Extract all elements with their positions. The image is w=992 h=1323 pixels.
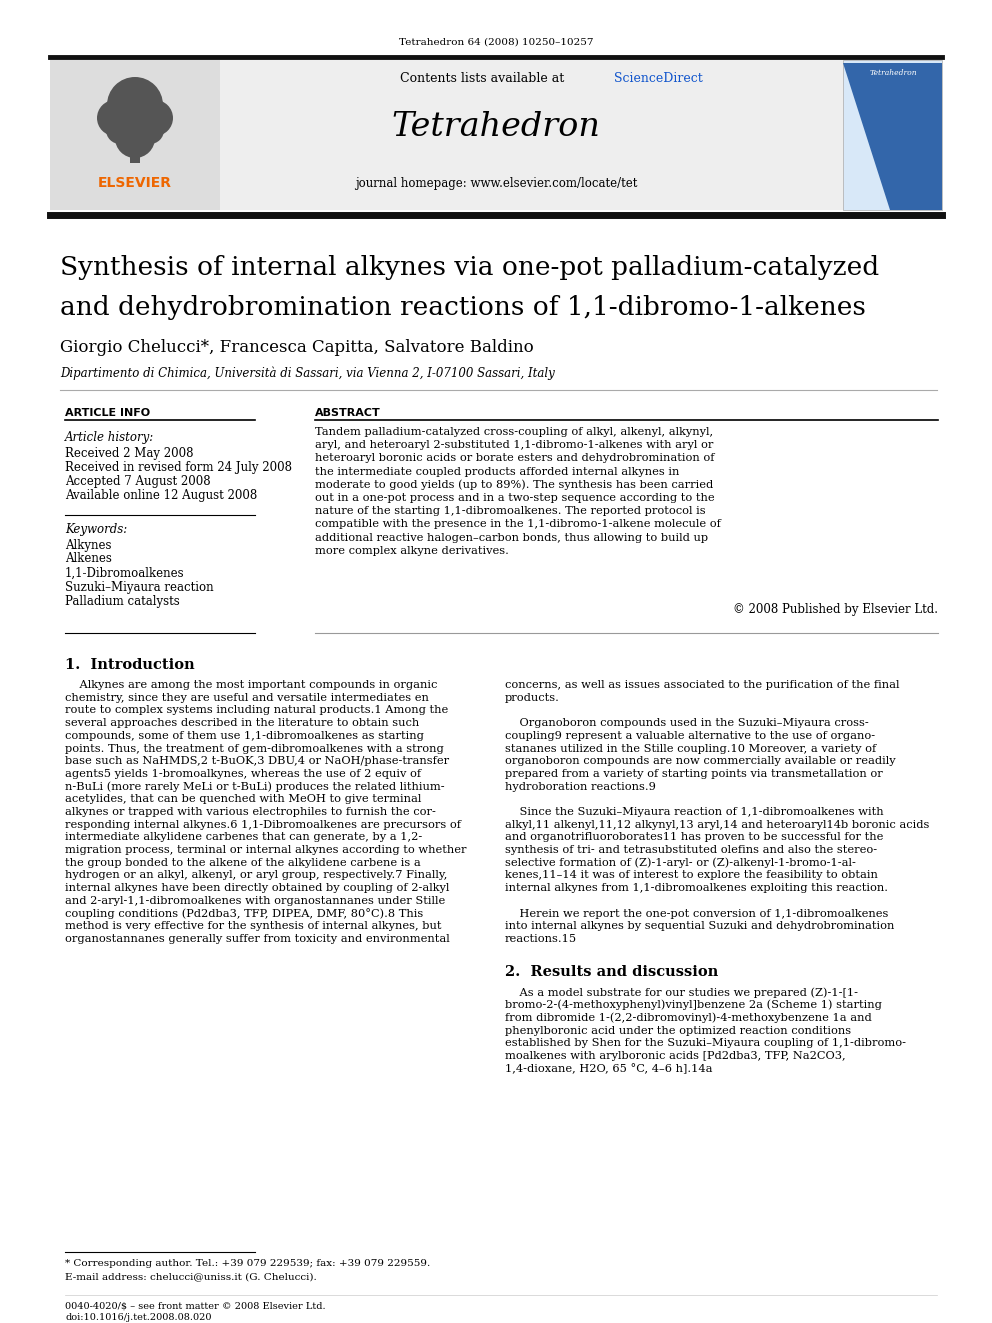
Text: aryl, and heteroaryl 2-substituted 1,1-dibromo-1-alkenes with aryl or: aryl, and heteroaryl 2-substituted 1,1-d…: [315, 441, 713, 450]
Text: alkynes or trapped with various electrophiles to furnish the cor-: alkynes or trapped with various electrop…: [65, 807, 435, 818]
Text: Tandem palladium-catalyzed cross-coupling of alkyl, alkenyl, alkynyl,: Tandem palladium-catalyzed cross-couplin…: [315, 427, 713, 437]
Text: Article history:: Article history:: [65, 431, 154, 445]
Circle shape: [97, 101, 133, 136]
Text: Organoboron compounds used in the Suzuki–Miyaura cross-: Organoboron compounds used in the Suzuki…: [505, 718, 869, 728]
Text: Giorgio Chelucci*, Francesca Capitta, Salvatore Baldino: Giorgio Chelucci*, Francesca Capitta, Sa…: [60, 340, 534, 356]
Text: Tetrahedron: Tetrahedron: [869, 69, 917, 77]
Bar: [130, 143, 140, 163]
Text: reactions.15: reactions.15: [505, 934, 577, 945]
Text: bromo-2-(4-methoxyphenyl)vinyl]benzene 2a (Scheme 1) starting: bromo-2-(4-methoxyphenyl)vinyl]benzene 2…: [505, 1000, 882, 1011]
Text: hydroboration reactions.9: hydroboration reactions.9: [505, 782, 656, 791]
Text: moalkenes with arylboronic acids [Pd2dba3, TFP, Na2CO3,: moalkenes with arylboronic acids [Pd2dba…: [505, 1050, 845, 1061]
Text: Alkynes are among the most important compounds in organic: Alkynes are among the most important com…: [65, 680, 437, 691]
Text: 2.  Results and discussion: 2. Results and discussion: [505, 966, 718, 979]
Text: ELSEVIER: ELSEVIER: [98, 176, 172, 191]
Text: chemistry, since they are useful and versatile intermediates en: chemistry, since they are useful and ver…: [65, 693, 429, 703]
Text: hydrogen or an alkyl, alkenyl, or aryl group, respectively.7 Finally,: hydrogen or an alkyl, alkenyl, or aryl g…: [65, 871, 447, 881]
Text: ABSTRACT: ABSTRACT: [315, 407, 381, 418]
Text: ScienceDirect: ScienceDirect: [614, 71, 702, 85]
Text: Received 2 May 2008: Received 2 May 2008: [65, 446, 193, 459]
Circle shape: [136, 116, 164, 144]
Text: n-BuLi (more rarely MeLi or t-BuLi) produces the related lithium-: n-BuLi (more rarely MeLi or t-BuLi) prod…: [65, 782, 444, 792]
Text: established by Shen for the Suzuki–Miyaura coupling of 1,1-dibromo-: established by Shen for the Suzuki–Miyau…: [505, 1039, 906, 1048]
Text: agents5 yields 1-bromoalkynes, whereas the use of 2 equiv of: agents5 yields 1-bromoalkynes, whereas t…: [65, 769, 422, 779]
Text: doi:10.1016/j.tet.2008.08.020: doi:10.1016/j.tet.2008.08.020: [65, 1314, 211, 1323]
Text: compounds, some of them use 1,1-dibromoalkenes as starting: compounds, some of them use 1,1-dibromoa…: [65, 730, 424, 741]
Circle shape: [107, 77, 163, 134]
Text: Herein we report the one-pot conversion of 1,1-dibromoalkenes: Herein we report the one-pot conversion …: [505, 909, 889, 918]
Text: moderate to good yields (up to 89%). The synthesis has been carried: moderate to good yields (up to 89%). The…: [315, 479, 713, 490]
Text: phenylboronic acid under the optimized reaction conditions: phenylboronic acid under the optimized r…: [505, 1025, 851, 1036]
Text: Suzuki–Miyaura reaction: Suzuki–Miyaura reaction: [65, 581, 213, 594]
Text: 1,1-Dibromoalkenes: 1,1-Dibromoalkenes: [65, 566, 185, 579]
Text: Palladium catalysts: Palladium catalysts: [65, 594, 180, 607]
Text: out in a one-pot process and in a two-step sequence according to the: out in a one-pot process and in a two-st…: [315, 493, 714, 503]
Text: Tetrahedron: Tetrahedron: [392, 111, 600, 143]
Circle shape: [115, 118, 155, 157]
Text: concerns, as well as issues associated to the purification of the final: concerns, as well as issues associated t…: [505, 680, 900, 691]
Circle shape: [106, 116, 134, 144]
Text: internal alkynes from 1,1-dibromoalkenes exploiting this reaction.: internal alkynes from 1,1-dibromoalkenes…: [505, 884, 888, 893]
Text: synthesis of tri- and tetrasubstituted olefins and also the stereo-: synthesis of tri- and tetrasubstituted o…: [505, 845, 877, 855]
Text: prepared from a variety of starting points via transmetallation or: prepared from a variety of starting poin…: [505, 769, 883, 779]
Text: Accepted 7 August 2008: Accepted 7 August 2008: [65, 475, 210, 487]
Text: © 2008 Published by Elsevier Ltd.: © 2008 Published by Elsevier Ltd.: [733, 603, 938, 617]
Text: additional reactive halogen–carbon bonds, thus allowing to build up: additional reactive halogen–carbon bonds…: [315, 533, 708, 542]
Text: 0040-4020/$ – see front matter © 2008 Elsevier Ltd.: 0040-4020/$ – see front matter © 2008 El…: [65, 1302, 325, 1311]
Text: more complex alkyne derivatives.: more complex alkyne derivatives.: [315, 546, 509, 556]
Text: alkyl,11 alkenyl,11,12 alkynyl,13 aryl,14 and heteroaryl14b boronic acids: alkyl,11 alkenyl,11,12 alkynyl,13 aryl,1…: [505, 820, 930, 830]
Text: nature of the starting 1,1-dibromoalkenes. The reported protocol is: nature of the starting 1,1-dibromoalkene…: [315, 507, 705, 516]
Bar: [843, 60, 942, 210]
Text: organoboron compounds are now commercially available or readily: organoboron compounds are now commercial…: [505, 757, 896, 766]
Text: As a model substrate for our studies we prepared (Z)-1-[1-: As a model substrate for our studies we …: [505, 987, 858, 998]
Text: products.: products.: [505, 693, 559, 703]
Text: and 2-aryl-1,1-dibromoalkenes with organostannanes under Stille: and 2-aryl-1,1-dibromoalkenes with organ…: [65, 896, 445, 906]
Text: kenes,11–14 it was of interest to explore the feasibility to obtain: kenes,11–14 it was of interest to explor…: [505, 871, 878, 881]
Text: responding internal alkynes.6 1,1-Dibromoalkenes are precursors of: responding internal alkynes.6 1,1-Dibrom…: [65, 820, 461, 830]
Text: Keywords:: Keywords:: [65, 524, 127, 537]
Text: intermediate alkylidene carbenes that can generate, by a 1,2-: intermediate alkylidene carbenes that ca…: [65, 832, 423, 843]
Text: ARTICLE INFO: ARTICLE INFO: [65, 407, 150, 418]
Text: from dibromide 1-(2,2-dibromovinyl)-4-methoxybenzene 1a and: from dibromide 1-(2,2-dibromovinyl)-4-me…: [505, 1012, 872, 1023]
Text: Synthesis of internal alkynes via one-pot palladium-catalyzed: Synthesis of internal alkynes via one-po…: [60, 255, 879, 280]
Text: and organotrifluoroborates11 has proven to be successful for the: and organotrifluoroborates11 has proven …: [505, 832, 883, 843]
Text: 1,4-dioxane, H2O, 65 °C, 4–6 h].14a: 1,4-dioxane, H2O, 65 °C, 4–6 h].14a: [505, 1064, 712, 1074]
Text: E-mail address: chelucci@uniss.it (G. Chelucci).: E-mail address: chelucci@uniss.it (G. Ch…: [65, 1273, 316, 1282]
Text: coupling conditions (Pd2dba3, TFP, DIPEA, DMF, 80°C).8 This: coupling conditions (Pd2dba3, TFP, DIPEA…: [65, 908, 424, 919]
Text: Since the Suzuki–Miyaura reaction of 1,1-dibromoalkenes with: Since the Suzuki–Miyaura reaction of 1,1…: [505, 807, 884, 818]
Text: base such as NaHMDS,2 t-BuOK,3 DBU,4 or NaOH/phase-transfer: base such as NaHMDS,2 t-BuOK,3 DBU,4 or …: [65, 757, 449, 766]
Text: the group bonded to the alkene of the alkylidene carbene is a: the group bonded to the alkene of the al…: [65, 857, 421, 868]
Text: points. Thus, the treatment of gem-dibromoalkenes with a strong: points. Thus, the treatment of gem-dibro…: [65, 744, 443, 754]
Text: journal homepage: www.elsevier.com/locate/tet: journal homepage: www.elsevier.com/locat…: [355, 176, 637, 189]
Text: stananes utilized in the Stille coupling.10 Moreover, a variety of: stananes utilized in the Stille coupling…: [505, 744, 876, 754]
Text: the intermediate coupled products afforded internal alkynes in: the intermediate coupled products afford…: [315, 467, 680, 476]
Text: Received in revised form 24 July 2008: Received in revised form 24 July 2008: [65, 460, 292, 474]
Polygon shape: [843, 64, 942, 210]
Text: coupling9 represent a valuable alternative to the use of organo-: coupling9 represent a valuable alternati…: [505, 730, 875, 741]
Text: several approaches described in the literature to obtain such: several approaches described in the lite…: [65, 718, 420, 728]
Bar: [50, 60, 942, 210]
Text: compatible with the presence in the 1,1-dibromo-1-alkene molecule of: compatible with the presence in the 1,1-…: [315, 520, 721, 529]
Text: Alkynes: Alkynes: [65, 538, 111, 552]
Bar: [50, 60, 220, 210]
Text: * Corresponding author. Tel.: +39 079 229539; fax: +39 079 229559.: * Corresponding author. Tel.: +39 079 22…: [65, 1258, 431, 1267]
Text: Dipartimento di Chimica, Università di Sassari, via Vienna 2, I-07100 Sassari, I: Dipartimento di Chimica, Università di S…: [60, 366, 555, 380]
Circle shape: [137, 101, 173, 136]
Text: organostannanes generally suffer from toxicity and environmental: organostannanes generally suffer from to…: [65, 934, 449, 945]
Text: heteroaryl boronic acids or borate esters and dehydrobromination of: heteroaryl boronic acids or borate ester…: [315, 454, 714, 463]
Text: acetylides, that can be quenched with MeOH to give terminal: acetylides, that can be quenched with Me…: [65, 794, 422, 804]
Text: migration process, terminal or internal alkynes according to whether: migration process, terminal or internal …: [65, 845, 466, 855]
Text: Contents lists available at: Contents lists available at: [400, 71, 568, 85]
Text: Tetrahedron 64 (2008) 10250–10257: Tetrahedron 64 (2008) 10250–10257: [399, 37, 593, 46]
Text: route to complex systems including natural products.1 Among the: route to complex systems including natur…: [65, 705, 448, 716]
Text: Available online 12 August 2008: Available online 12 August 2008: [65, 488, 257, 501]
Text: method is very effective for the synthesis of internal alkynes, but: method is very effective for the synthes…: [65, 921, 441, 931]
Text: and dehydrobromination reactions of 1,1-dibromo-1-alkenes: and dehydrobromination reactions of 1,1-…: [60, 295, 866, 320]
Text: Alkenes: Alkenes: [65, 553, 112, 565]
Text: 1.  Introduction: 1. Introduction: [65, 658, 194, 672]
Text: into internal alkynes by sequential Suzuki and dehydrobromination: into internal alkynes by sequential Suzu…: [505, 921, 895, 931]
Text: internal alkynes have been directly obtained by coupling of 2-alkyl: internal alkynes have been directly obta…: [65, 884, 449, 893]
Text: selective formation of (Z)-1-aryl- or (Z)-alkenyl-1-bromo-1-al-: selective formation of (Z)-1-aryl- or (Z…: [505, 857, 856, 868]
